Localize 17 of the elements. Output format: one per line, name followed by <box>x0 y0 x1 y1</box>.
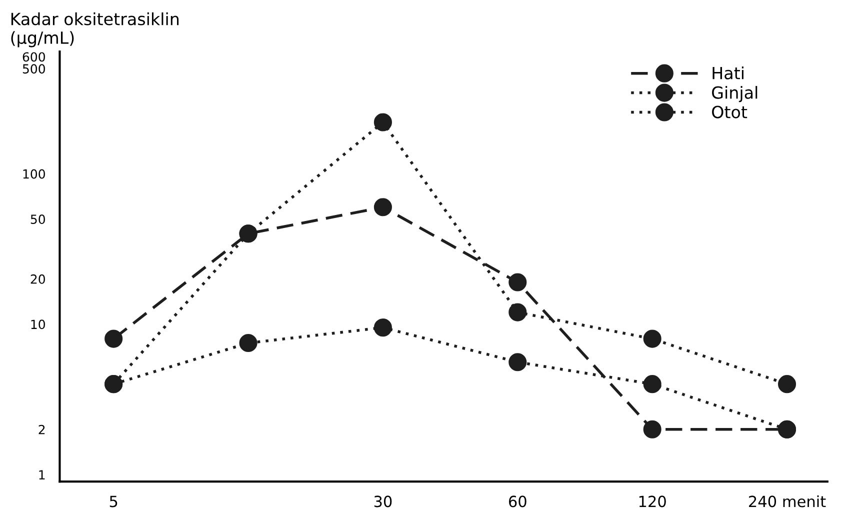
y-axis-title: Kadar oksitetrasiklin (µg/mL) <box>11 12 179 48</box>
y-tick-label: 10 <box>31 320 45 330</box>
x-tick-label: 60 <box>508 496 526 508</box>
x-tick-label: 240 menit <box>749 495 826 508</box>
y-tick-label: 20 <box>30 274 45 284</box>
legend-label: Otot <box>712 106 748 118</box>
x-tick-label: 30 <box>374 496 392 508</box>
y-tick-label: 100 <box>23 169 45 179</box>
y-tick-label: 1 <box>39 470 45 480</box>
y-tick-label: 600 <box>22 52 45 62</box>
y-tick-label: 500 <box>22 64 45 74</box>
legend-label: Ginjal <box>712 86 758 102</box>
y-tick-label: 50 <box>30 214 45 224</box>
y-tick-label: 2 <box>38 424 45 434</box>
x-tick-label: 120 <box>639 496 666 508</box>
legend-label: Hati <box>712 66 744 80</box>
x-tick-label: 5 <box>110 496 118 508</box>
